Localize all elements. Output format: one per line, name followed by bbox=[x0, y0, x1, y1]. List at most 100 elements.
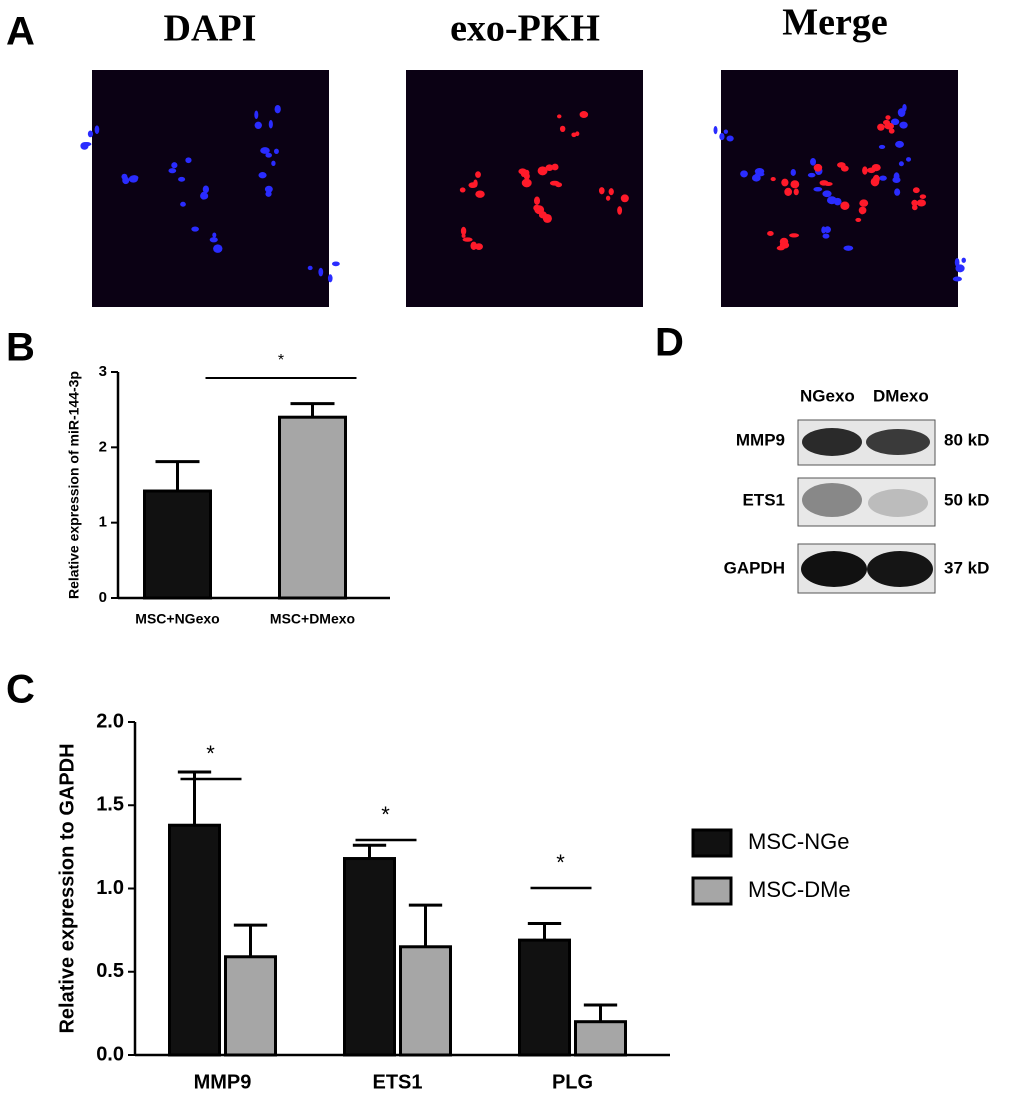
cell bbox=[961, 257, 966, 263]
cell bbox=[879, 175, 887, 181]
cell bbox=[888, 128, 895, 134]
cell bbox=[870, 177, 880, 187]
cell bbox=[191, 226, 199, 232]
cell bbox=[537, 166, 548, 176]
x-tick-label: ETS1 bbox=[372, 1071, 422, 1093]
y-tick-label: 0.0 bbox=[96, 1043, 124, 1065]
legend-swatch bbox=[691, 876, 733, 906]
cell bbox=[919, 194, 927, 199]
cell bbox=[807, 172, 816, 178]
y-tick-label: 2 bbox=[99, 438, 107, 455]
size-label: 50 kD bbox=[944, 490, 989, 509]
y-axis-label: Relative expression of miR-144-3p bbox=[66, 371, 82, 599]
cell bbox=[871, 163, 881, 172]
legend-label: MSC-DMe bbox=[748, 877, 851, 902]
column-label: DMexo bbox=[873, 386, 929, 405]
bar bbox=[574, 1020, 627, 1057]
cell bbox=[608, 188, 614, 196]
cell bbox=[789, 233, 800, 238]
cell bbox=[212, 232, 217, 238]
cell bbox=[916, 199, 926, 207]
micrograph bbox=[92, 70, 329, 307]
cell bbox=[840, 201, 850, 211]
image-title: Merge bbox=[782, 2, 887, 44]
cell bbox=[902, 103, 907, 112]
cell bbox=[911, 199, 918, 207]
cell bbox=[813, 163, 823, 172]
cell bbox=[473, 179, 478, 188]
cell bbox=[523, 172, 530, 180]
error-bar bbox=[408, 903, 443, 947]
cell bbox=[822, 190, 832, 198]
cell bbox=[171, 162, 178, 169]
bar bbox=[518, 938, 571, 1057]
cell bbox=[726, 135, 734, 142]
cell bbox=[459, 187, 466, 193]
cell bbox=[542, 213, 552, 223]
cell bbox=[475, 171, 481, 178]
cell bbox=[271, 160, 276, 166]
y-tick-label: 2.0 bbox=[96, 710, 124, 732]
cell bbox=[890, 118, 900, 126]
significance-star: * bbox=[556, 850, 565, 875]
cell bbox=[571, 132, 577, 138]
micrographs bbox=[80, 70, 966, 307]
cell bbox=[202, 185, 209, 194]
cell bbox=[810, 158, 817, 166]
cell bbox=[327, 274, 333, 283]
cell bbox=[790, 180, 800, 189]
error-bar bbox=[583, 1003, 618, 1022]
cell bbox=[209, 237, 218, 243]
cell bbox=[751, 174, 761, 182]
significance-star: * bbox=[206, 741, 215, 766]
x-tick-label: MMP9 bbox=[194, 1071, 252, 1093]
cell bbox=[258, 172, 267, 179]
cell bbox=[884, 122, 895, 130]
cell bbox=[87, 130, 94, 138]
bar bbox=[224, 955, 277, 1057]
x-tick-label: MSC+DMexo bbox=[270, 611, 355, 627]
cell bbox=[895, 140, 904, 148]
cell bbox=[264, 185, 273, 193]
band bbox=[801, 551, 867, 587]
cell bbox=[770, 177, 776, 182]
cell bbox=[81, 142, 92, 147]
cell bbox=[793, 188, 799, 196]
cell bbox=[534, 205, 545, 215]
cell bbox=[617, 206, 623, 215]
cell bbox=[840, 165, 849, 172]
y-tick-label: 1.0 bbox=[96, 877, 124, 899]
image-title: DAPI bbox=[164, 8, 257, 50]
significance-star: * bbox=[278, 352, 284, 369]
cell bbox=[833, 197, 842, 206]
y-tick-label: 1 bbox=[99, 514, 107, 531]
cell bbox=[877, 123, 885, 131]
band bbox=[802, 483, 862, 517]
micrograph bbox=[406, 70, 643, 307]
column-label: NGexo bbox=[800, 386, 855, 405]
cell bbox=[168, 168, 177, 174]
cell bbox=[545, 164, 554, 171]
cell bbox=[121, 173, 128, 180]
band bbox=[866, 429, 930, 455]
legend-swatch bbox=[691, 828, 733, 858]
error-bar bbox=[527, 921, 562, 941]
y-axis-label: Relative expression to GAPDH bbox=[56, 743, 78, 1033]
cell bbox=[754, 168, 765, 175]
cell bbox=[862, 166, 868, 175]
cell bbox=[858, 206, 867, 215]
cell bbox=[331, 261, 340, 267]
western-blot: NGexo DMexo MMP9 ETS1 GAPDH 80 kD 50 kD … bbox=[724, 386, 989, 594]
cell bbox=[824, 226, 831, 234]
cell bbox=[819, 180, 829, 186]
bar bbox=[399, 945, 452, 1057]
cell bbox=[474, 243, 483, 251]
cell bbox=[821, 226, 826, 234]
cell bbox=[273, 148, 279, 155]
bar bbox=[343, 857, 396, 1057]
significance-star: * bbox=[381, 802, 390, 827]
bar bbox=[168, 823, 221, 1057]
error-bar bbox=[177, 770, 212, 826]
cell bbox=[555, 182, 563, 188]
cell bbox=[620, 194, 629, 203]
